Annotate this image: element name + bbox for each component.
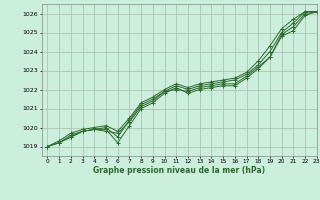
X-axis label: Graphe pression niveau de la mer (hPa): Graphe pression niveau de la mer (hPa) (93, 166, 265, 175)
